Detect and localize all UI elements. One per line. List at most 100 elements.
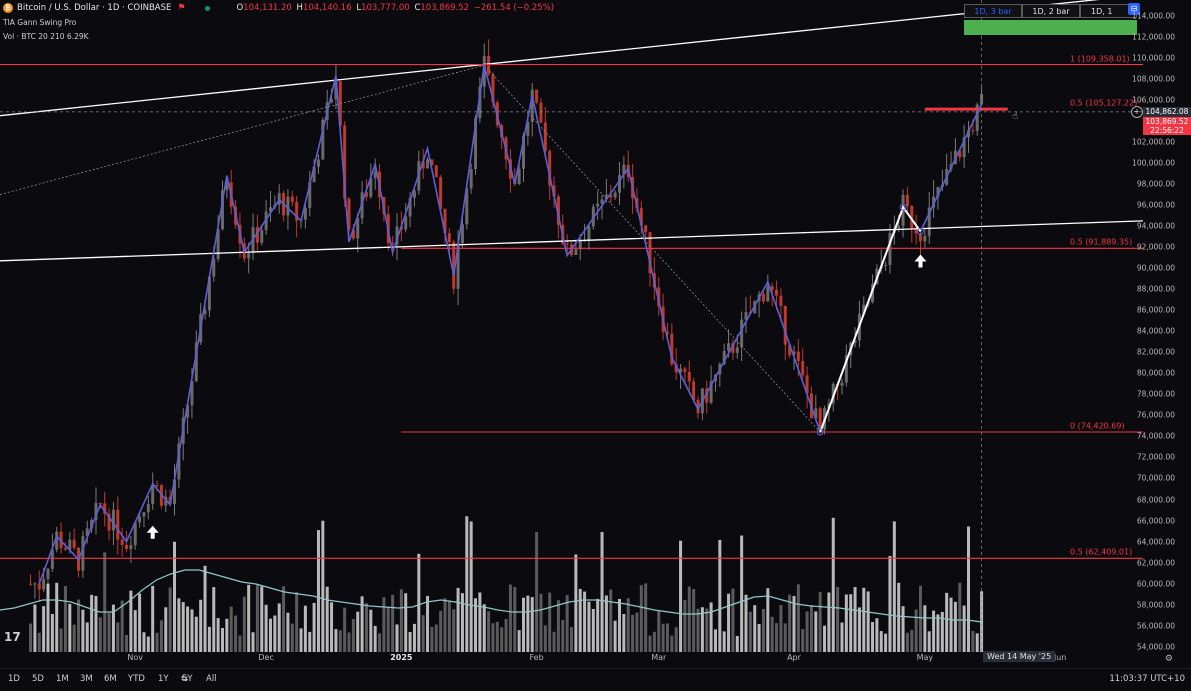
volume-bar [814,611,818,652]
volume-bar [63,586,67,652]
panel-toggle-icon[interactable]: ⊟ [1128,3,1140,15]
range-button-1d[interactable]: 1D [8,674,20,684]
gann-indicator-label[interactable]: TIA Gann Swing Pro [3,18,77,27]
candle-body [587,226,591,241]
volume-bar [133,610,137,652]
candle-body [705,388,709,403]
volume-bar [203,565,207,652]
volume-bar [129,590,133,652]
price-tick-label: 70,000.00 [1136,473,1175,483]
volume-bar [142,632,146,652]
candle-body [312,166,316,183]
tf-box-1d-2bar[interactable]: 1D, 2 bar [1022,4,1080,18]
range-button-1y[interactable]: 1Y [158,674,169,684]
volume-bar [517,630,521,652]
candle-body [151,485,155,505]
range-button-5y[interactable]: 5Y [182,674,193,684]
volume-bar [220,628,224,652]
gear-icon[interactable]: ⚙ [1164,654,1173,664]
candle-body [687,371,691,382]
dotted-trendline [0,64,485,195]
candle-body [460,224,464,244]
volume-bar [111,604,115,652]
candle-body [364,192,368,197]
candle-body [330,99,334,103]
volume-bar [910,629,914,652]
range-button-all[interactable]: All [206,674,217,684]
volume-bar [295,592,299,652]
candle-body [936,186,940,197]
volume-bar [613,620,617,652]
price-tick-label: 96,000.00 [1136,200,1175,210]
candle-body [155,485,159,487]
candle-body [543,122,547,152]
volume-bar [578,588,582,652]
volume-bar [652,631,656,652]
drawing-lines-layer [0,0,1144,652]
fib-level-label: 1 (109,358.01) [1070,54,1130,64]
compare-icon[interactable]: ⇆ [181,674,189,684]
volume-bar [940,611,944,652]
volume-bar [478,592,482,652]
candle-body [190,381,194,406]
fib-level-label: 0.5 (62,409.01) [1070,547,1133,557]
volume-bar [68,603,72,652]
add-alert-icon[interactable]: + [1131,106,1143,118]
volume-bar [316,530,320,652]
volume-bar [146,636,150,652]
volume-bar [155,632,159,652]
candle-body [657,287,661,307]
volume-bar [207,626,211,652]
candle-body [548,151,552,186]
white-swing-line [819,205,922,433]
highlight-box [964,20,1137,35]
volume-indicator-label[interactable]: Vol · BTC 20 210 6.29K [3,32,89,41]
volume-bar [33,604,37,652]
volume-bar [770,616,774,652]
candle-body [334,81,338,100]
volume-bar [238,635,242,652]
volume-bar [286,612,290,652]
candle-body [975,104,979,131]
volume-bar [857,607,861,652]
volume-bar [199,599,203,652]
volume-bar [757,624,761,652]
buy-arrow-icon [146,525,159,539]
range-button-1m[interactable]: 1M [56,674,69,684]
candle-body [133,522,137,546]
swing-pivot-marker [816,428,824,436]
time-tick-label: May [916,653,934,662]
range-button-ytd[interactable]: YTD [128,674,145,684]
price-tick-label: 110,000.00 [1132,53,1175,63]
volume-bar [120,600,124,652]
volume-bar [77,599,81,652]
candle-body [373,171,377,179]
volume-bar [892,521,896,652]
candle-body [347,198,351,230]
volume-bar [487,611,491,652]
candle-body [85,528,89,537]
candle-body [731,343,735,353]
fib-level-label: 0 (74,420.69) [1070,421,1125,431]
volume-bar [587,601,591,652]
volume-bar [255,583,259,652]
candle-body [552,185,556,197]
volume-bar [173,541,177,652]
volume-bar [897,582,901,652]
range-button-3m[interactable]: 3M [80,674,93,684]
price-tick-label: 76,000.00 [1136,410,1175,420]
tf-box-1d-3bar[interactable]: 1D, 3 bar [964,4,1022,18]
volume-bar [343,607,347,652]
tradingview-logo: 17 [4,630,21,644]
volume-bar [683,599,687,652]
range-button-6m[interactable]: 6M [104,674,117,684]
symbol-title[interactable]: Bitcoin / U.S. Dollar · 1D · COINBASE [17,3,172,13]
volume-bar [408,631,412,652]
flag-icon[interactable]: ⚑ [177,3,186,13]
candle-body [818,408,822,430]
candle-body [177,443,181,480]
candle-body [316,159,320,167]
volume-bar [936,614,940,652]
range-button-5d[interactable]: 5D [32,674,44,684]
